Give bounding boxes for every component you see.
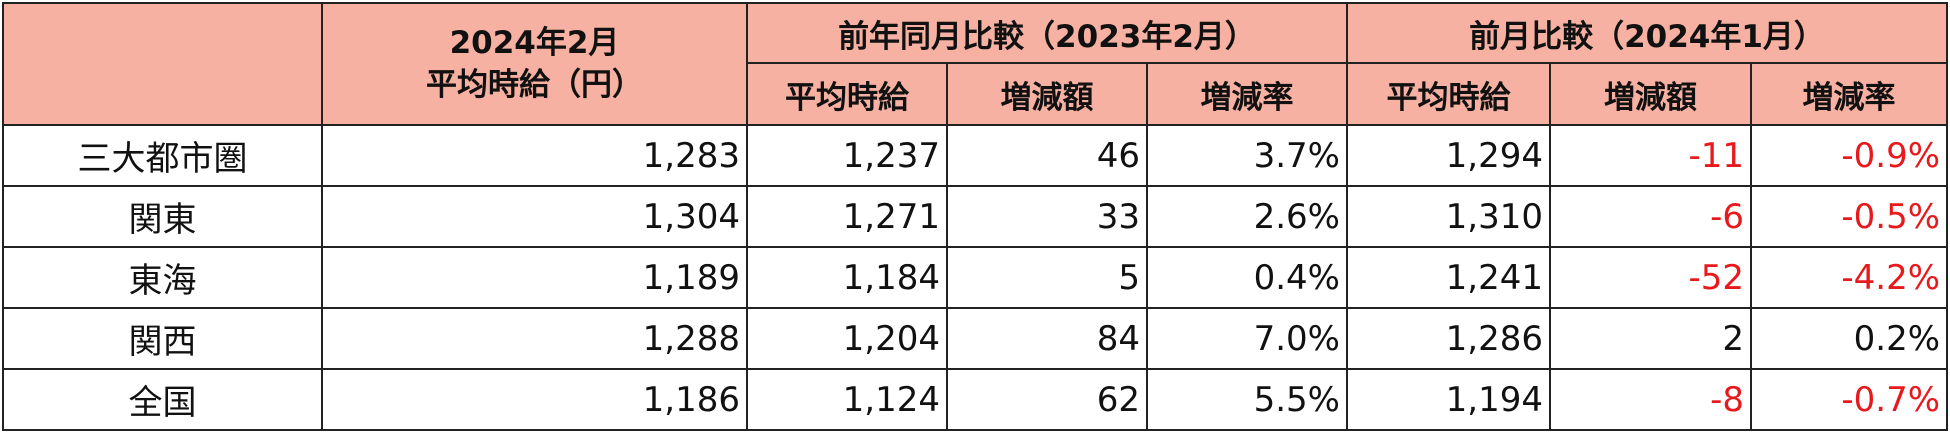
value-cell: 2.6%: [1146, 185, 1348, 248]
value-cell: 1,271: [746, 185, 948, 248]
data-row: 関西 1,288 1,204 84 7.0% 1,286 2 0.2%: [2, 307, 1949, 370]
value-cell: 1,237: [746, 124, 948, 187]
value-cell: 1,184: [746, 246, 948, 309]
value-cell: 5.5%: [1146, 368, 1348, 431]
title-line: 2024年2月: [449, 25, 620, 61]
subheader: 増減額: [946, 62, 1148, 126]
value-cell: -0.7%: [1749, 368, 1949, 431]
value-cell: -52: [1549, 246, 1752, 309]
data-row: 東海 1,189 1,184 5 0.4% 1,241 -52 -4.2%: [2, 246, 1949, 309]
value-cell: 84: [946, 307, 1148, 370]
value-cell: 46: [946, 124, 1148, 187]
group-header: 前月比較（2024年1月）: [1345, 2, 1949, 64]
region-cell: 関東: [2, 185, 323, 248]
corner-cell: [2, 2, 323, 126]
subheader: 増減率: [1749, 62, 1949, 126]
subheader: 増減額: [1549, 62, 1752, 126]
value-cell: -0.9%: [1749, 124, 1949, 187]
data-row: 関東 1,304 1,271 33 2.6% 1,310 -6 -0.5%: [2, 185, 1949, 248]
group-header: 前年同月比較（2023年2月）: [746, 2, 1348, 64]
value-cell: 0.4%: [1146, 246, 1348, 309]
table-body: 2024年2月 平均時給（円） 前年同月比較（2023年2月） 前月比較（2024年1…: [2, 2, 1949, 431]
value-cell: -8: [1549, 368, 1752, 431]
title-line: 平均時給（円）: [426, 67, 643, 103]
subheader: 平均時給: [1346, 62, 1551, 126]
value-cell: 1,194: [1346, 368, 1551, 431]
wage-table: 2024年2月 平均時給（円） 前年同月比較（2023年2月） 前月比較（2024年1…: [2, 2, 1949, 431]
value-cell: 1,294: [1346, 124, 1551, 187]
data-row: 三大都市圏 1,283 1,237 46 3.7% 1,294 -11 -0.9%: [2, 124, 1949, 187]
data-row: 全国 1,186 1,124 62 5.5% 1,194 -8 -0.7%: [2, 368, 1949, 431]
value-cell: 1,288: [321, 307, 748, 370]
value-cell: 1,283: [321, 124, 748, 187]
value-cell: 1,186: [321, 368, 748, 431]
region-cell: 東海: [2, 246, 323, 309]
region-cell: 全国: [2, 368, 323, 431]
subheader: 平均時給: [746, 62, 948, 126]
value-cell: -4.2%: [1749, 246, 1949, 309]
value-cell: 1,286: [1346, 307, 1551, 370]
value-cell: 0.2%: [1749, 307, 1949, 370]
value-cell: 1,189: [321, 246, 748, 309]
header-row: 2024年2月 平均時給（円） 前年同月比較（2023年2月） 前月比較（2024年1…: [2, 2, 1949, 126]
region-cell: 関西: [2, 307, 323, 370]
value-cell: 62: [946, 368, 1148, 431]
value-cell: 1,124: [746, 368, 948, 431]
value-cell: 5: [946, 246, 1148, 309]
subheader-row: 平均時給 増減額 増減率 平均時給 増減額 増減率: [3, 62, 1949, 126]
value-cell: -6: [1549, 185, 1752, 248]
value-cell: 1,310: [1346, 185, 1551, 248]
value-cell: 7.0%: [1146, 307, 1348, 370]
value-cell: 33: [946, 185, 1148, 248]
subheader: 増減率: [1146, 62, 1348, 126]
value-cell: 1,241: [1346, 246, 1551, 309]
value-cell: 1,204: [746, 307, 948, 370]
value-cell: -11: [1549, 124, 1752, 187]
region-cell: 三大都市圏: [2, 124, 323, 187]
value-cell: 1,304: [321, 185, 748, 248]
value-cell: 3.7%: [1146, 124, 1348, 187]
value-cell: -0.5%: [1749, 185, 1949, 248]
value-cell: 2: [1549, 307, 1752, 370]
title-cell: 2024年2月 平均時給（円）: [321, 2, 748, 126]
